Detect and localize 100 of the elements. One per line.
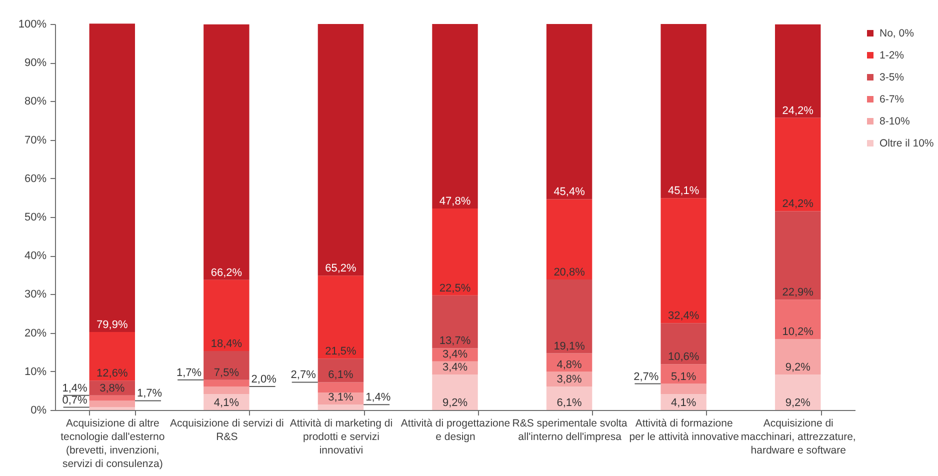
data-label: 1,7%: [176, 366, 202, 379]
bar: [775, 374, 821, 410]
data-label: 3,8%: [556, 373, 582, 386]
data-label: 1,4%: [62, 382, 88, 394]
x-tick-label: Attività di formazione per le attività innovative: [629, 418, 740, 443]
data-label: 2,0%: [251, 373, 277, 386]
data-label: 24,2%: [782, 104, 814, 117]
x-tick-label: Acquisizione di macchinari, attrezzature, hardware e software: [740, 418, 856, 456]
data-label: 24,2%: [782, 198, 814, 210]
data-label: 4,8%: [556, 358, 582, 371]
bar: [660, 394, 706, 410]
y-tick-label: 30%: [24, 288, 47, 301]
bar: [775, 211, 821, 300]
legend-label: 8-10%: [880, 115, 910, 128]
bar: [660, 384, 706, 394]
bar: [546, 24, 592, 200]
y-tick-label: 60%: [24, 172, 47, 185]
data-label: 13,7%: [439, 335, 471, 348]
data-label: 65,2%: [325, 262, 357, 275]
bar: [775, 338, 821, 374]
bar: [660, 198, 706, 324]
data-label: 2,7%: [290, 369, 316, 382]
data-label: 18,4%: [210, 338, 242, 350]
data-label: 4,1%: [671, 397, 696, 409]
bar: [204, 350, 250, 380]
bar: [546, 386, 592, 410]
bar: [204, 280, 250, 351]
data-label: 19,1%: [554, 340, 586, 352]
y-tick-label: 20%: [24, 327, 47, 340]
bar: [775, 300, 821, 339]
data-label: 45,1%: [668, 185, 700, 198]
x-tick-label: Acquisizione di altre tecnologie dall'esterno (brevetti, invenzioni, servizi di consulenza): [60, 418, 165, 470]
bar: [318, 24, 364, 276]
data-label: 1,4%: [366, 392, 391, 404]
data-label: 12,6%: [96, 368, 128, 380]
data-label: 9,2%: [785, 361, 811, 374]
data-label: 9,2%: [442, 397, 468, 409]
data-label: 3,1%: [328, 392, 354, 404]
bar: [775, 118, 821, 212]
data-label: 32,4%: [668, 310, 700, 322]
legend-label: 6-7%: [880, 93, 904, 106]
bar: [660, 323, 706, 364]
y-tick-label: 70%: [24, 134, 47, 146]
data-label: 3,4%: [442, 361, 468, 374]
x-tick-label: Attività di marketing di prodotti e servizi innovativi: [290, 418, 393, 456]
data-label: 22,5%: [439, 282, 471, 294]
bar: [89, 395, 135, 401]
data-label: 10,2%: [782, 326, 814, 338]
bar: [775, 24, 821, 118]
y-tick-label: 90%: [24, 57, 47, 70]
legend-label: 3-5%: [880, 71, 904, 84]
bar: [546, 199, 592, 280]
data-label: 22,9%: [782, 286, 814, 299]
y-tick-label: 100%: [18, 18, 47, 30]
bar: [546, 280, 592, 354]
bar: [89, 407, 135, 410]
bar: [204, 394, 250, 410]
data-label: 4,1%: [214, 397, 240, 409]
data-label: 10,6%: [668, 351, 700, 364]
data-label: 79,9%: [96, 319, 128, 332]
y-tick-label: 50%: [24, 212, 47, 224]
bar: [204, 24, 250, 280]
data-label: 3,4%: [442, 348, 468, 360]
bar: [89, 24, 135, 332]
bar: [89, 332, 135, 381]
data-label: 21,5%: [325, 346, 357, 358]
bar: [318, 382, 364, 393]
data-label: 1,7%: [137, 388, 162, 400]
bar: [89, 400, 135, 408]
bar: [432, 295, 478, 348]
bar: [660, 24, 706, 198]
bar: [432, 208, 478, 296]
data-label: 3,8%: [100, 382, 125, 394]
data-label: 6,1%: [556, 397, 582, 409]
bar: [318, 404, 364, 410]
bar: [660, 364, 706, 384]
data-label: 6,1%: [328, 369, 354, 382]
y-tick-label: 40%: [24, 250, 47, 262]
data-label: 47,8%: [439, 196, 471, 208]
y-tick-label: 0%: [30, 404, 47, 416]
data-label: 7,5%: [214, 366, 240, 379]
legend-label: No, 0%: [880, 27, 914, 40]
data-label: 9,2%: [785, 397, 811, 409]
x-tick-label: R&S sperimentale svolta all'interno dell'impresa: [512, 418, 628, 443]
data-label: 66,2%: [210, 266, 242, 279]
data-label: 0,7%: [62, 394, 88, 406]
bar: [204, 386, 250, 394]
data-label: 45,4%: [554, 186, 586, 198]
bar: [318, 276, 364, 359]
legend-label: 1-2%: [880, 49, 904, 62]
bar: [204, 380, 250, 386]
bar: [432, 374, 478, 410]
x-tick-label: Attività di progettazione e design: [400, 418, 510, 443]
y-tick-label: 80%: [24, 96, 47, 108]
x-tick-label: Acquisizione di servizi di R&S: [170, 418, 284, 443]
y-tick-label: 10%: [24, 366, 47, 378]
data-label: 5,1%: [671, 370, 696, 383]
bar: [318, 358, 364, 382]
legend-label: Oltre il 10%: [880, 137, 934, 150]
data-label: 20,8%: [554, 266, 586, 279]
